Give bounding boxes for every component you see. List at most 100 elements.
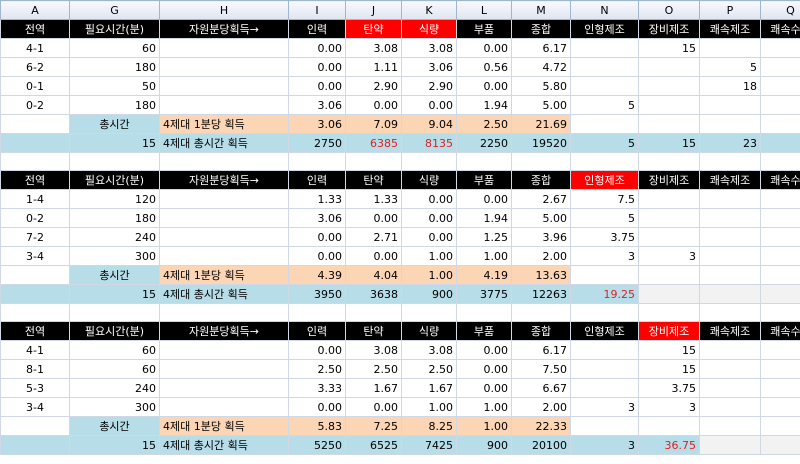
- cell[interactable]: 0-2: [0, 208, 70, 228]
- cell[interactable]: 5.00: [511, 208, 571, 228]
- header-cell[interactable]: 부품: [456, 170, 512, 190]
- cell[interactable]: 2750: [288, 133, 346, 153]
- header-cell[interactable]: 자원분당획득→: [159, 19, 289, 39]
- cell[interactable]: 3.06: [288, 95, 346, 115]
- header-cell[interactable]: 쾌속제조: [699, 321, 761, 341]
- cell[interactable]: [638, 265, 700, 285]
- cell[interactable]: [0, 435, 70, 455]
- cell[interactable]: 23: [699, 133, 761, 153]
- cell[interactable]: [699, 303, 761, 322]
- cell[interactable]: [638, 416, 700, 436]
- cell[interactable]: [0, 303, 70, 322]
- cell[interactable]: [511, 303, 571, 322]
- cell[interactable]: 21.69: [511, 114, 571, 134]
- cell[interactable]: [0, 152, 70, 171]
- cell[interactable]: [699, 265, 761, 285]
- cell[interactable]: 3.06: [288, 114, 346, 134]
- total-time-label[interactable]: 총시간: [69, 265, 160, 285]
- cell[interactable]: 240: [69, 227, 160, 247]
- cell[interactable]: [456, 152, 512, 171]
- cell[interactable]: 3: [638, 246, 700, 266]
- cell[interactable]: 5.00: [511, 95, 571, 115]
- cell[interactable]: 1.00: [456, 246, 512, 266]
- cell[interactable]: 8-1: [0, 359, 70, 379]
- cell[interactable]: [0, 416, 70, 436]
- cell[interactable]: [570, 378, 639, 398]
- cell[interactable]: [345, 152, 402, 171]
- cell[interactable]: 0.00: [345, 208, 402, 228]
- cell[interactable]: 0.00: [456, 378, 512, 398]
- cell[interactable]: 1.94: [456, 95, 512, 115]
- cell[interactable]: [760, 359, 800, 379]
- cell[interactable]: 6525: [345, 435, 402, 455]
- cell[interactable]: 5: [570, 95, 639, 115]
- cell[interactable]: [638, 227, 700, 247]
- cell[interactable]: 3950: [288, 284, 346, 304]
- header-cell[interactable]: 인력: [288, 19, 346, 39]
- cell[interactable]: 3.08: [401, 38, 457, 58]
- cell[interactable]: [760, 189, 800, 209]
- header-cell-highlighted[interactable]: 인형제조: [570, 170, 639, 190]
- cell[interactable]: [699, 284, 761, 304]
- cell[interactable]: [760, 397, 800, 417]
- cell[interactable]: 23: [760, 133, 800, 153]
- cell-highlighted[interactable]: 19.25: [570, 284, 639, 304]
- header-cell[interactable]: 쾌속제조: [699, 170, 761, 190]
- cell[interactable]: O: [760, 227, 800, 247]
- cell[interactable]: 60: [69, 359, 160, 379]
- cell[interactable]: [699, 189, 761, 209]
- cell[interactable]: 1.00: [401, 265, 457, 285]
- cell[interactable]: 4.19: [456, 265, 512, 285]
- cell[interactable]: [69, 152, 160, 171]
- cell[interactable]: 0.00: [288, 57, 346, 77]
- cell[interactable]: 60: [69, 340, 160, 360]
- cell[interactable]: 4.39: [288, 265, 346, 285]
- cell[interactable]: [511, 152, 571, 171]
- cell[interactable]: 2250: [456, 133, 512, 153]
- header-cell[interactable]: 부품: [456, 321, 512, 341]
- cell[interactable]: 15: [638, 359, 700, 379]
- header-cell[interactable]: 종합: [511, 170, 571, 190]
- cell[interactable]: 1.94: [456, 208, 512, 228]
- cell[interactable]: 7.5: [570, 189, 639, 209]
- column-header-K[interactable]: K: [401, 0, 457, 20]
- cell[interactable]: [345, 303, 402, 322]
- cell[interactable]: 0.00: [401, 95, 457, 115]
- header-cell[interactable]: 인형제조: [570, 19, 639, 39]
- cell[interactable]: [760, 284, 800, 304]
- cell[interactable]: [638, 95, 700, 115]
- header-cell-highlighted[interactable]: 식량: [401, 19, 457, 39]
- cell[interactable]: 2.00: [511, 246, 571, 266]
- cell[interactable]: 0.00: [456, 38, 512, 58]
- cell[interactable]: 2.90: [345, 76, 402, 96]
- cell[interactable]: 0.00: [288, 76, 346, 96]
- header-cell[interactable]: 식량: [401, 170, 457, 190]
- cell[interactable]: [699, 340, 761, 360]
- cell[interactable]: [699, 38, 761, 58]
- cell[interactable]: 3.06: [288, 208, 346, 228]
- header-cell[interactable]: 쾌속수복: [760, 170, 800, 190]
- cell[interactable]: 3638: [345, 284, 402, 304]
- cell[interactable]: 50: [69, 76, 160, 96]
- cell[interactable]: 3.75: [638, 378, 700, 398]
- header-cell[interactable]: 자원분당획득→: [159, 321, 289, 341]
- cell[interactable]: 0.00: [288, 397, 346, 417]
- cell[interactable]: 3775: [456, 284, 512, 304]
- cell[interactable]: 18: [699, 76, 761, 96]
- cell[interactable]: [159, 95, 289, 115]
- cell[interactable]: 2.90: [401, 76, 457, 96]
- header-cell[interactable]: 장비제조: [638, 19, 700, 39]
- cell[interactable]: 6.17: [511, 38, 571, 58]
- cell[interactable]: 3.08: [345, 340, 402, 360]
- cell[interactable]: 0.00: [345, 95, 402, 115]
- cell[interactable]: 0.00: [456, 76, 512, 96]
- cell[interactable]: 240: [69, 378, 160, 398]
- cell[interactable]: 0.00: [401, 227, 457, 247]
- cell[interactable]: [570, 38, 639, 58]
- cell[interactable]: [699, 227, 761, 247]
- cell[interactable]: [159, 208, 289, 228]
- cell[interactable]: [159, 76, 289, 96]
- cell[interactable]: 3.33: [288, 378, 346, 398]
- cell[interactable]: 900: [401, 284, 457, 304]
- cell[interactable]: 6-2: [0, 57, 70, 77]
